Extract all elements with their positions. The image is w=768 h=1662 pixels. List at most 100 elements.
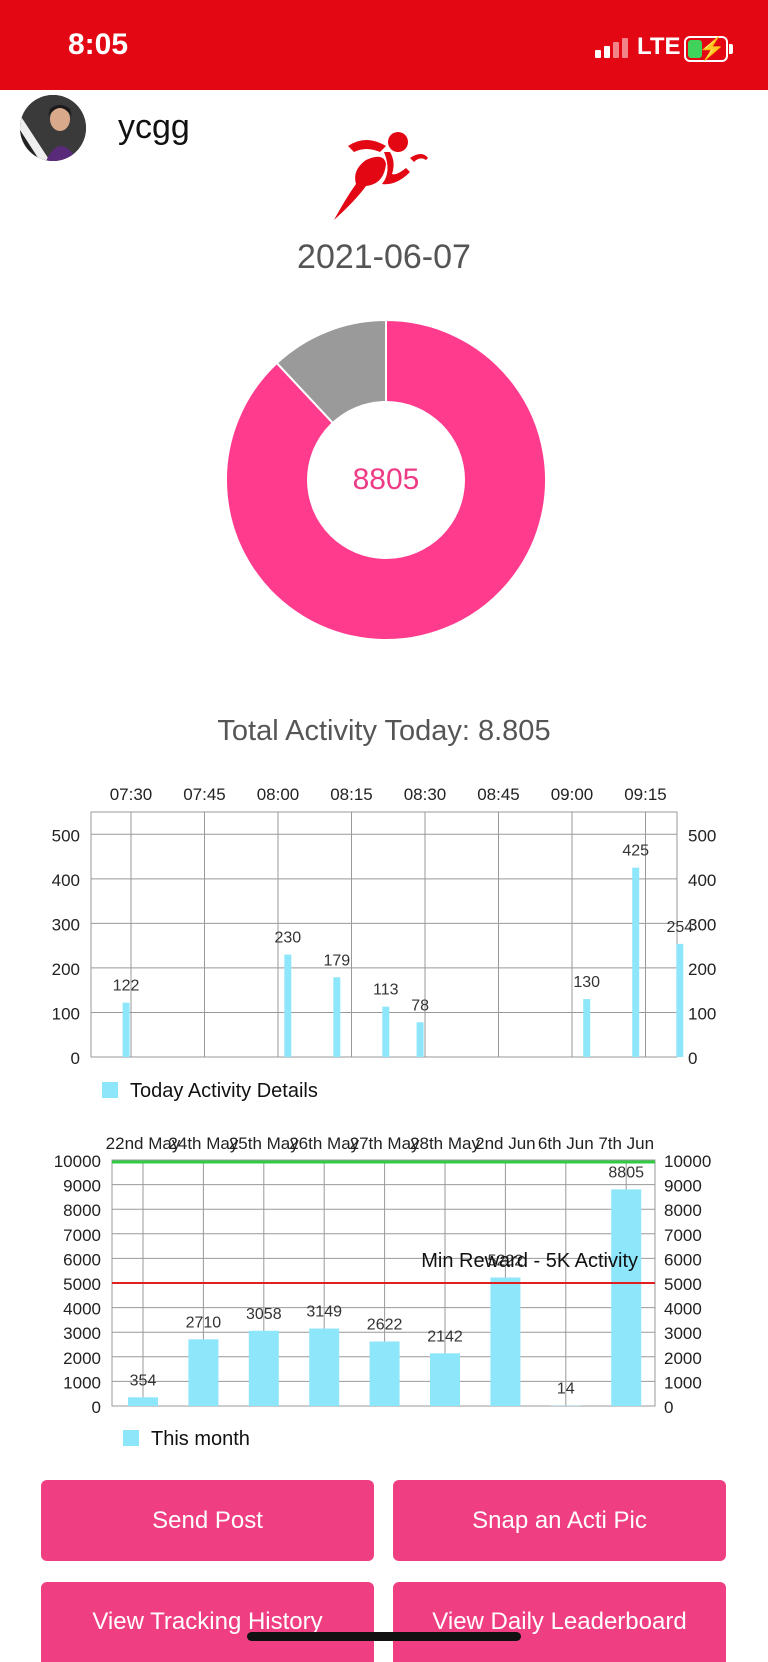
activity-date: 2021-06-07 xyxy=(297,238,471,276)
view-daily-leaderboard-button[interactable]: View Daily Leaderboard xyxy=(393,1582,726,1662)
bar xyxy=(369,1341,400,1406)
x-tick-label: 28th May xyxy=(410,1134,480,1153)
y-tick-label-right: 100 xyxy=(688,1004,716,1023)
y-tick-label-right: 4000 xyxy=(664,1300,702,1319)
y-tick-label-left: 5000 xyxy=(63,1275,101,1294)
status-time: 8:05 xyxy=(68,28,129,61)
y-tick-label-right: 3000 xyxy=(664,1324,702,1343)
y-tick-label-left: 300 xyxy=(52,915,80,934)
y-tick-label-right: 400 xyxy=(688,871,716,890)
x-tick-label: 26th May xyxy=(289,1134,359,1153)
month-chart-legend: This month xyxy=(123,1428,250,1451)
status-bar: 8:05 LTE ⚡ xyxy=(0,0,768,90)
bar xyxy=(188,1339,219,1406)
bar-value-label: 2142 xyxy=(427,1328,463,1345)
bar-value-label: 3058 xyxy=(246,1306,282,1323)
x-tick-label: 09:00 xyxy=(551,785,594,804)
bar xyxy=(416,1022,424,1057)
y-tick-label-right: 6000 xyxy=(664,1250,702,1269)
x-tick-label: 08:00 xyxy=(257,785,300,804)
avatar[interactable] xyxy=(20,95,86,161)
y-tick-label-left: 0 xyxy=(71,1049,80,1068)
bar xyxy=(309,1328,340,1406)
y-tick-label-left: 500 xyxy=(52,826,80,845)
snap-pic-button[interactable]: Snap an Acti Pic xyxy=(393,1480,726,1561)
y-tick-label-right: 8000 xyxy=(664,1201,702,1220)
y-tick-label-right: 0 xyxy=(664,1398,673,1417)
legend-label: Today Activity Details xyxy=(130,1080,318,1102)
bar-value-label: 2710 xyxy=(186,1314,222,1331)
donut-center-value: 8805 xyxy=(352,463,420,496)
bar xyxy=(128,1397,158,1406)
bar-value-label: 354 xyxy=(130,1372,157,1389)
bar xyxy=(430,1353,460,1406)
x-tick-label: 07:45 xyxy=(183,785,226,804)
x-tick-label: 25th May xyxy=(229,1134,299,1153)
y-tick-label-left: 200 xyxy=(52,960,80,979)
signal-icon xyxy=(595,38,631,58)
y-tick-label-left: 10000 xyxy=(54,1152,101,1171)
y-tick-label-right: 0 xyxy=(688,1049,697,1068)
bar xyxy=(676,943,684,1057)
x-tick-label: 08:30 xyxy=(404,785,447,804)
bar-value-label: 113 xyxy=(373,982,399,999)
bar xyxy=(382,1006,390,1057)
bar-value-label: 122 xyxy=(113,978,140,995)
bar-value-label: 179 xyxy=(323,952,350,969)
bar-value-label: 78 xyxy=(411,997,429,1014)
bar xyxy=(333,977,341,1057)
today-activity-chart: 0 0 100 100 200 200 300 300 400 400 500 500 07:30 07:… xyxy=(52,785,717,1068)
y-tick-label-left: 1000 xyxy=(63,1373,101,1392)
y-tick-label-left: 6000 xyxy=(63,1250,101,1269)
send-post-button[interactable]: Send Post xyxy=(41,1480,374,1561)
bar xyxy=(632,867,640,1057)
activity-donut-chart xyxy=(226,320,546,640)
x-tick-label: 6th Jun xyxy=(538,1134,594,1153)
x-tick-label: 27th May xyxy=(350,1134,420,1153)
y-tick-label-right: 2000 xyxy=(664,1349,702,1368)
network-label: LTE xyxy=(637,33,681,60)
x-tick-label: 07:30 xyxy=(110,785,153,804)
y-tick-label-right: 10000 xyxy=(664,1152,711,1171)
y-tick-label-left: 2000 xyxy=(63,1349,101,1368)
bar xyxy=(284,954,292,1057)
y-tick-label-left: 4000 xyxy=(63,1300,101,1319)
legend-label: This month xyxy=(151,1428,250,1450)
bar xyxy=(611,1189,642,1406)
x-tick-label: 7th Jun xyxy=(598,1134,654,1153)
bar xyxy=(248,1330,279,1406)
running-man-icon xyxy=(326,124,436,229)
today-chart-legend: Today Activity Details xyxy=(102,1080,318,1103)
reward-line-label: Min Reward - 5K Activity xyxy=(421,1250,638,1272)
bar-value-label: 3149 xyxy=(306,1304,342,1321)
x-tick-label: 2nd Jun xyxy=(475,1134,536,1153)
y-tick-label-left: 7000 xyxy=(63,1226,101,1245)
bar-value-label: 5222 xyxy=(488,1253,524,1270)
x-tick-label: 09:15 xyxy=(624,785,667,804)
bar-value-label: 8805 xyxy=(608,1164,644,1181)
y-tick-label-left: 100 xyxy=(52,1004,80,1023)
x-tick-label: 08:45 xyxy=(477,785,520,804)
x-tick-label: 08:15 xyxy=(330,785,373,804)
bar-value-label: 130 xyxy=(573,974,600,991)
y-tick-label-right: 9000 xyxy=(664,1177,702,1196)
y-tick-label-left: 8000 xyxy=(63,1201,101,1220)
legend-swatch xyxy=(102,1082,118,1098)
battery-charging-icon: ⚡ xyxy=(684,36,733,62)
view-tracking-history-button[interactable]: View Tracking History xyxy=(41,1582,374,1662)
home-indicator[interactable] xyxy=(247,1632,521,1641)
y-tick-label-left: 3000 xyxy=(63,1324,101,1343)
username: ycgg xyxy=(118,108,190,146)
bar xyxy=(490,1277,521,1406)
bar-value-label: 254 xyxy=(666,919,693,936)
bar-value-label: 14 xyxy=(557,1381,575,1398)
y-tick-label-left: 400 xyxy=(52,871,80,890)
bar-value-label: 425 xyxy=(622,843,649,860)
x-tick-label: 24th May xyxy=(168,1134,238,1153)
y-tick-label-right: 7000 xyxy=(664,1226,702,1245)
y-tick-label-left: 9000 xyxy=(63,1177,101,1196)
total-activity-label: Total Activity Today: 8.805 xyxy=(217,715,551,747)
y-tick-label-right: 200 xyxy=(688,960,716,979)
y-tick-label-left: 0 xyxy=(92,1398,101,1417)
monthly-activity-chart: 0 0 1000 1000 2000 2000 3000 3000 4000 4000 5000 50… xyxy=(54,1134,712,1417)
